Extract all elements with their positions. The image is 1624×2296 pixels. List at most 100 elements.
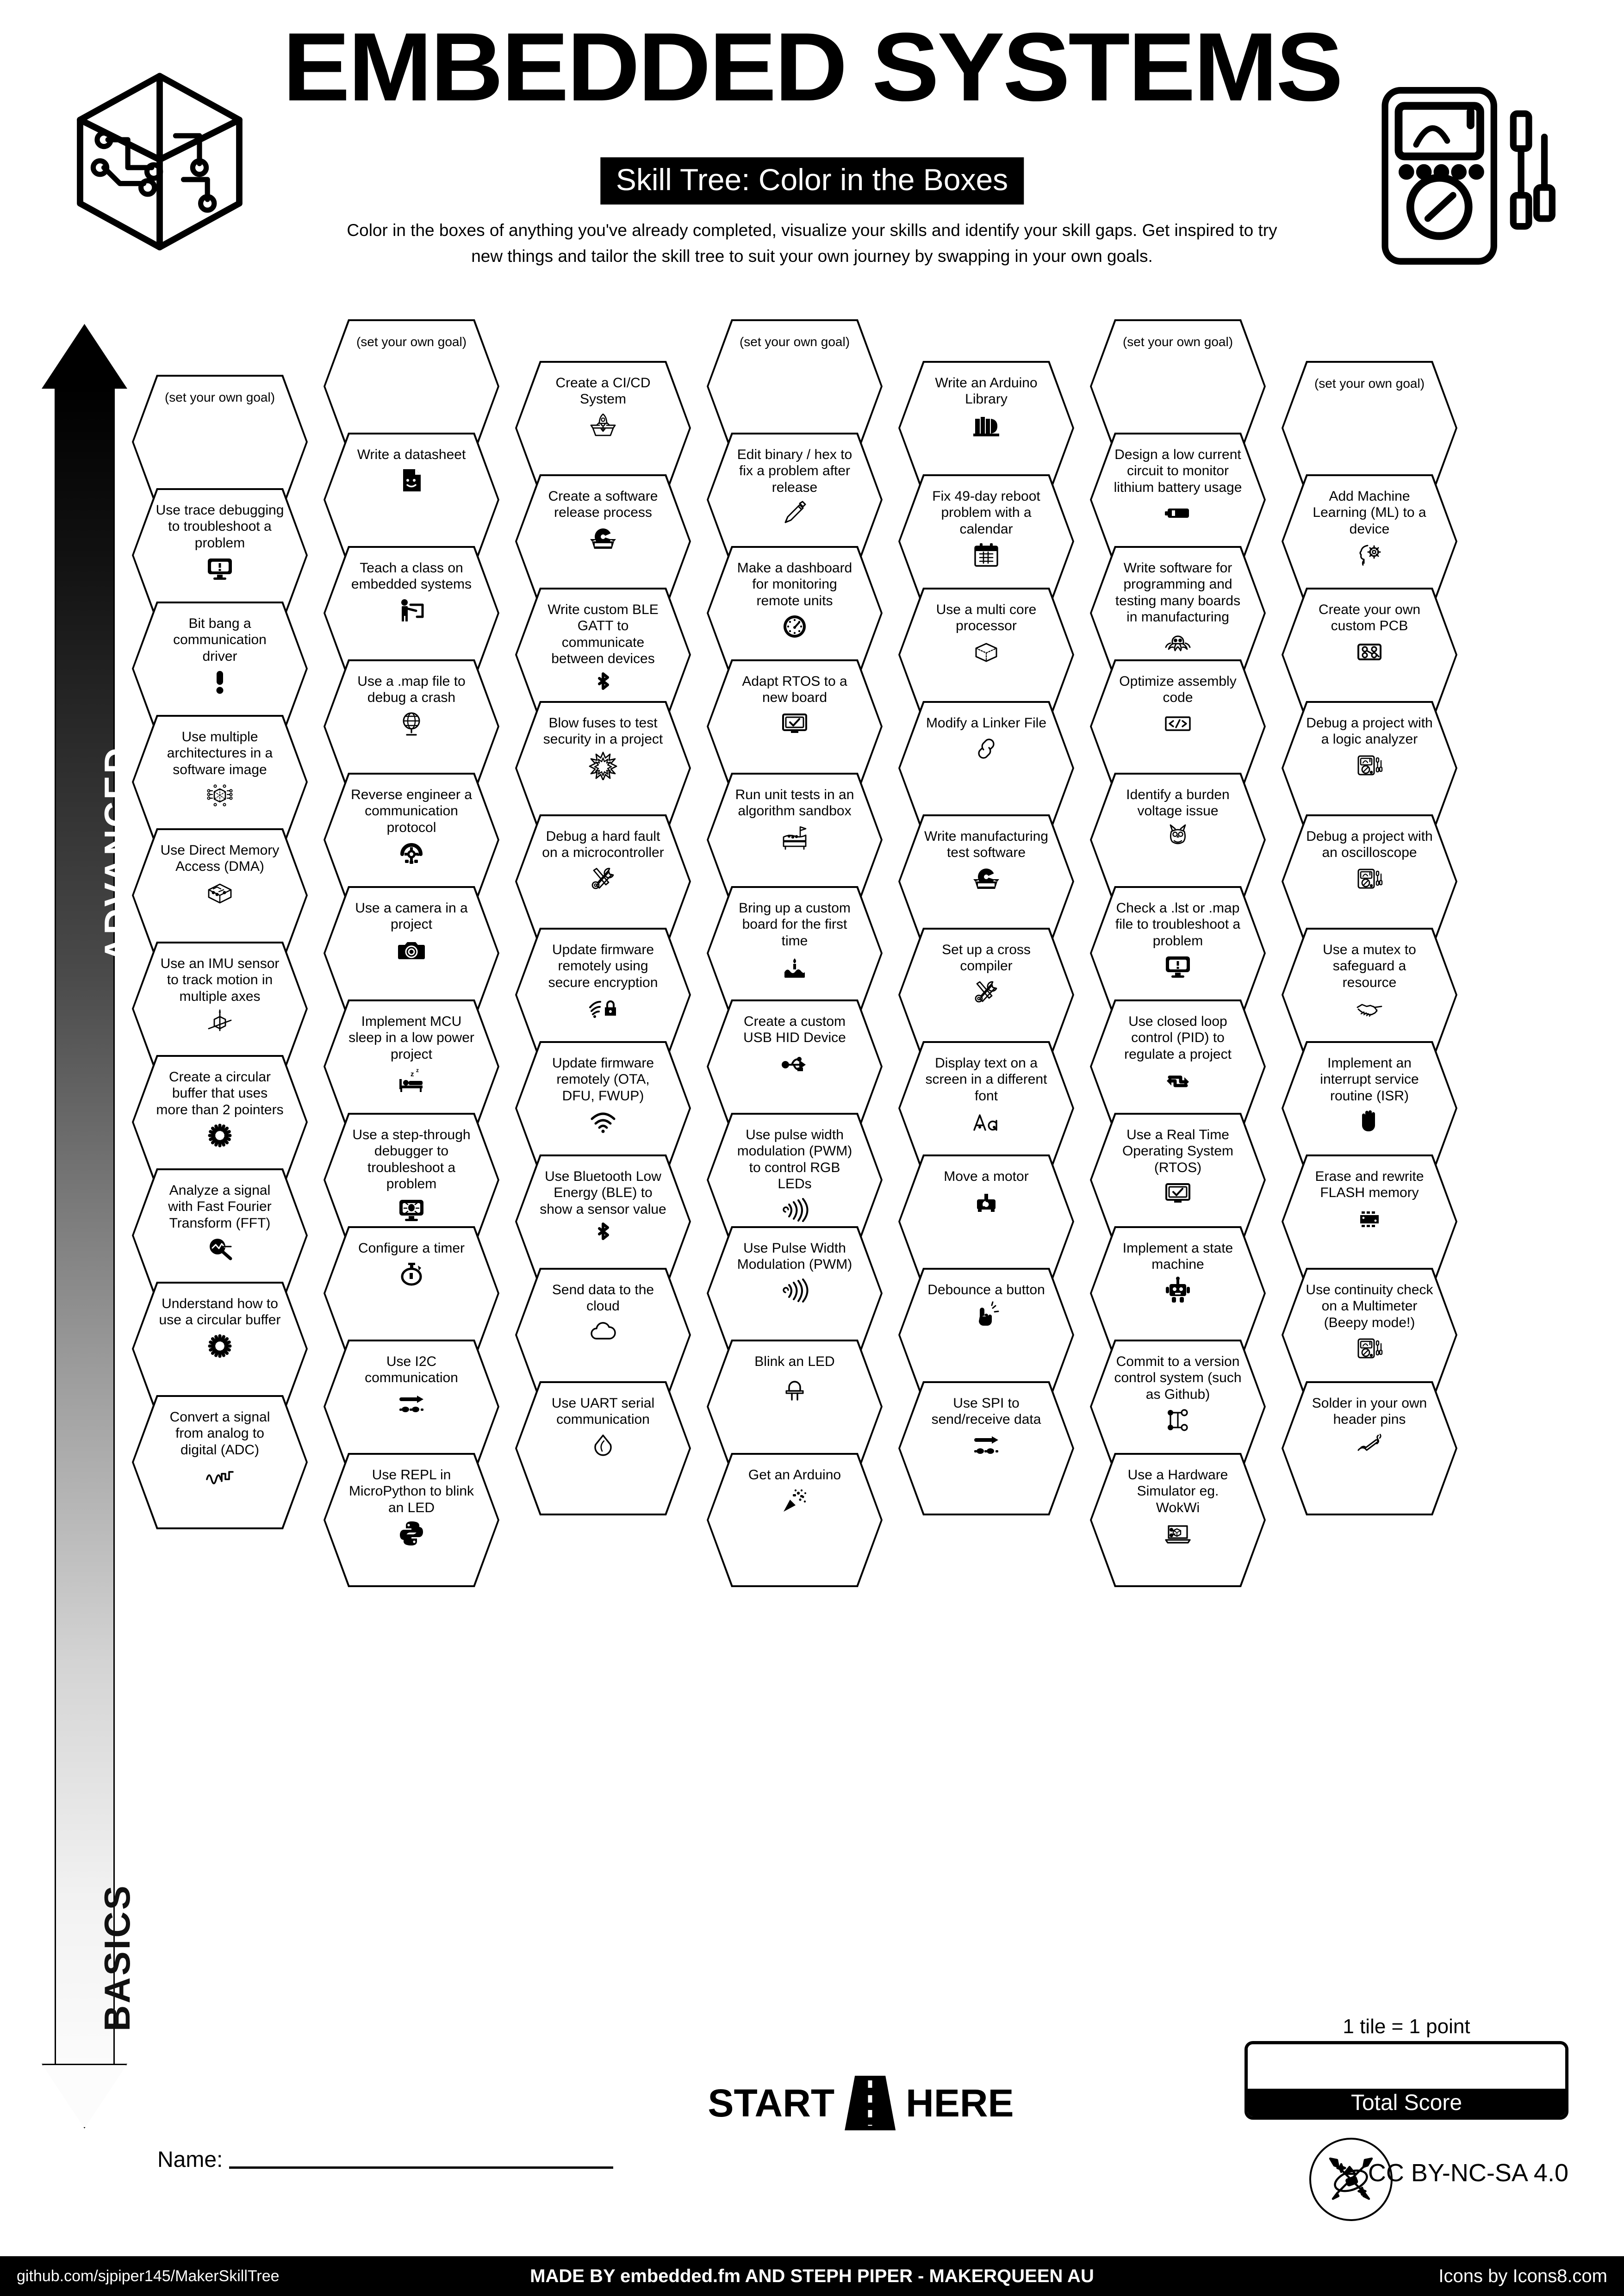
skill-tile[interactable]: Debug a project with a logic analyzer xyxy=(1282,701,1457,835)
skill-tile[interactable]: Display text on a screen in a different … xyxy=(898,1041,1074,1175)
tile-fill[interactable] xyxy=(709,661,881,792)
skill-tile[interactable]: Use multiple architectures in a software… xyxy=(132,715,308,849)
name-input-line[interactable] xyxy=(229,2165,614,2169)
tile-fill[interactable] xyxy=(900,1270,1072,1400)
skill-tile[interactable]: Get an Arduino xyxy=(707,1453,883,1587)
skill-tile[interactable]: (set your own goal) xyxy=(707,319,883,453)
skill-tile[interactable]: Use REPL in MicroPython to blink an LED xyxy=(324,1453,499,1587)
skill-tile[interactable]: Debug a project with an oscilloscope xyxy=(1282,814,1457,949)
skill-tile[interactable]: Teach a class on embedded systems xyxy=(324,546,499,680)
skill-tile[interactable]: Understand how to use a circular buffer xyxy=(132,1282,308,1416)
tile-fill[interactable] xyxy=(1283,476,1456,607)
skill-tile[interactable]: Adapt RTOS to a new board xyxy=(707,659,883,794)
tile-fill[interactable] xyxy=(1283,590,1456,720)
skill-tile[interactable]: Use continuity check on a Multimeter (Be… xyxy=(1282,1268,1457,1402)
total-score-box[interactable]: Total Score xyxy=(1244,2041,1568,2120)
skill-tile[interactable]: Optimize assembly code xyxy=(1090,659,1266,794)
tile-fill[interactable] xyxy=(134,1397,306,1527)
skill-tile[interactable]: (set your own goal) xyxy=(324,319,499,453)
skill-tile[interactable]: Use a mutex to safeguard a resource xyxy=(1282,928,1457,1062)
skill-tile[interactable]: Use I2C communication xyxy=(324,1340,499,1474)
tile-fill[interactable] xyxy=(134,717,306,847)
skill-tile[interactable]: Run unit tests in an algorithm sandbox xyxy=(707,773,883,907)
skill-tile[interactable]: Set up a cross compiler xyxy=(898,928,1074,1062)
skill-tile[interactable]: Move a motor xyxy=(898,1154,1074,1289)
skill-tile[interactable]: Use a step-through debugger to troublesh… xyxy=(324,1113,499,1247)
skill-tile[interactable]: Use closed loop control (PID) to regulat… xyxy=(1090,999,1266,1134)
tile-fill[interactable] xyxy=(517,1270,689,1400)
name-field[interactable]: Name: xyxy=(157,2147,614,2172)
skill-tile[interactable]: Design a low current circuit to monitor … xyxy=(1090,433,1266,567)
tile-fill[interactable] xyxy=(325,775,498,905)
tile-fill[interactable] xyxy=(134,1284,306,1414)
tile-fill[interactable] xyxy=(1092,775,1264,905)
tile-fill[interactable] xyxy=(709,434,881,565)
tile-fill[interactable] xyxy=(1092,1341,1264,1472)
skill-tile[interactable]: (set your own goal) xyxy=(1090,319,1266,453)
tile-fill[interactable] xyxy=(517,1043,689,1173)
tile-fill[interactable] xyxy=(517,1383,689,1514)
skill-tile[interactable]: Use a .map file to debug a crash xyxy=(324,659,499,794)
skill-tile[interactable]: Write software for programming and testi… xyxy=(1090,546,1266,680)
skill-tile[interactable]: Check a .lst or .map file to troubleshoo… xyxy=(1090,886,1266,1020)
skill-tile[interactable]: Create a software release process xyxy=(515,474,691,608)
skill-tile[interactable]: Convert a signal from analog to digital … xyxy=(132,1395,308,1529)
tile-fill[interactable] xyxy=(1092,1115,1264,1245)
skill-tile[interactable]: Create a CI/CD System xyxy=(515,361,691,495)
skill-tile[interactable]: Use an IMU sensor to track motion in mul… xyxy=(132,942,308,1076)
tile-fill[interactable] xyxy=(517,590,689,720)
skill-tile[interactable]: Send data to the cloud xyxy=(515,1268,691,1402)
skill-tile[interactable]: Edit binary / hex to fix a problem after… xyxy=(707,433,883,567)
footer-repo-link[interactable]: github.com/sjpiper145/MakerSkillTree xyxy=(17,2267,280,2285)
tile-fill[interactable] xyxy=(325,1228,498,1359)
tile-fill[interactable] xyxy=(517,703,689,833)
tile-fill[interactable] xyxy=(709,321,881,452)
skill-tile[interactable]: Make a dashboard for monitoring remote u… xyxy=(707,546,883,680)
skill-tile[interactable]: Implement a state machine xyxy=(1090,1226,1266,1360)
skill-tile[interactable]: Implement an interrupt service routine (… xyxy=(1282,1041,1457,1175)
skill-tile[interactable]: Identify a burden voltage issue xyxy=(1090,773,1266,907)
tile-fill[interactable] xyxy=(325,1001,498,1132)
tile-fill[interactable] xyxy=(900,1043,1072,1173)
tile-fill[interactable] xyxy=(325,1341,498,1472)
tile-fill[interactable] xyxy=(709,1228,881,1359)
skill-tile[interactable]: Use trace debugging to troubleshoot a pr… xyxy=(132,488,308,622)
skill-tile[interactable]: Update firmware remotely using secure en… xyxy=(515,928,691,1062)
tile-fill[interactable] xyxy=(1092,321,1264,452)
skill-tile[interactable]: Create a circular buffer that uses more … xyxy=(132,1055,308,1189)
tile-fill[interactable] xyxy=(900,703,1072,833)
skill-tile[interactable]: Create your own custom PCB xyxy=(1282,588,1457,722)
tile-fill[interactable] xyxy=(325,548,498,678)
tile-fill[interactable] xyxy=(134,943,306,1074)
tile-fill[interactable] xyxy=(517,1156,689,1287)
tile-fill[interactable] xyxy=(900,476,1072,607)
skill-tile[interactable]: (set your own goal) xyxy=(1282,361,1457,495)
skill-tile[interactable]: Use pulse width modulation (PWM) to cont… xyxy=(707,1113,883,1247)
tile-fill[interactable] xyxy=(709,548,881,678)
tile-fill[interactable] xyxy=(709,1341,881,1472)
skill-tile[interactable]: Use Direct Memory Access (DMA) xyxy=(132,828,308,962)
tile-fill[interactable] xyxy=(325,434,498,565)
skill-tile[interactable]: Commit to a version control system (such… xyxy=(1090,1340,1266,1474)
skill-tile[interactable]: Analyze a signal with Fast Fourier Trans… xyxy=(132,1168,308,1303)
skill-tile[interactable]: Blink an LED xyxy=(707,1340,883,1474)
tile-fill[interactable] xyxy=(134,1170,306,1301)
skill-tile[interactable]: Fix 49-day reboot problem with a calenda… xyxy=(898,474,1074,608)
skill-tile[interactable]: Use a Real Time Operating System (RTOS) xyxy=(1090,1113,1266,1247)
skill-tile[interactable]: Use UART serial communication xyxy=(515,1381,691,1515)
skill-tile[interactable]: Bit bang a communication driver xyxy=(132,602,308,736)
tile-fill[interactable] xyxy=(134,490,306,621)
tile-fill[interactable] xyxy=(1092,434,1264,565)
tile-fill[interactable] xyxy=(1092,661,1264,792)
tile-fill[interactable] xyxy=(900,1156,1072,1287)
tile-fill[interactable] xyxy=(517,930,689,1060)
skill-tile[interactable]: Implement MCU sleep in a low power proje… xyxy=(324,999,499,1134)
tile-fill[interactable] xyxy=(325,1115,498,1245)
skill-tile[interactable]: Use Pulse Width Modulation (PWM) xyxy=(707,1226,883,1360)
tile-fill[interactable] xyxy=(1092,548,1264,678)
skill-tile[interactable]: Write a datasheet xyxy=(324,433,499,567)
tile-fill[interactable] xyxy=(325,321,498,452)
skill-tile[interactable]: Blow fuses to test security in a project xyxy=(515,701,691,835)
tile-fill[interactable] xyxy=(1092,888,1264,1018)
skill-tile[interactable]: Update firmware remotely (OTA, DFU, FWUP… xyxy=(515,1041,691,1175)
